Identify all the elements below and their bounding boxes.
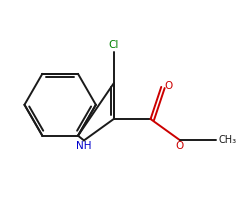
Text: O: O	[176, 141, 184, 151]
Text: NH: NH	[76, 141, 91, 151]
Text: O: O	[165, 81, 173, 91]
Text: Cl: Cl	[108, 40, 119, 50]
Text: CH₃: CH₃	[218, 135, 236, 145]
